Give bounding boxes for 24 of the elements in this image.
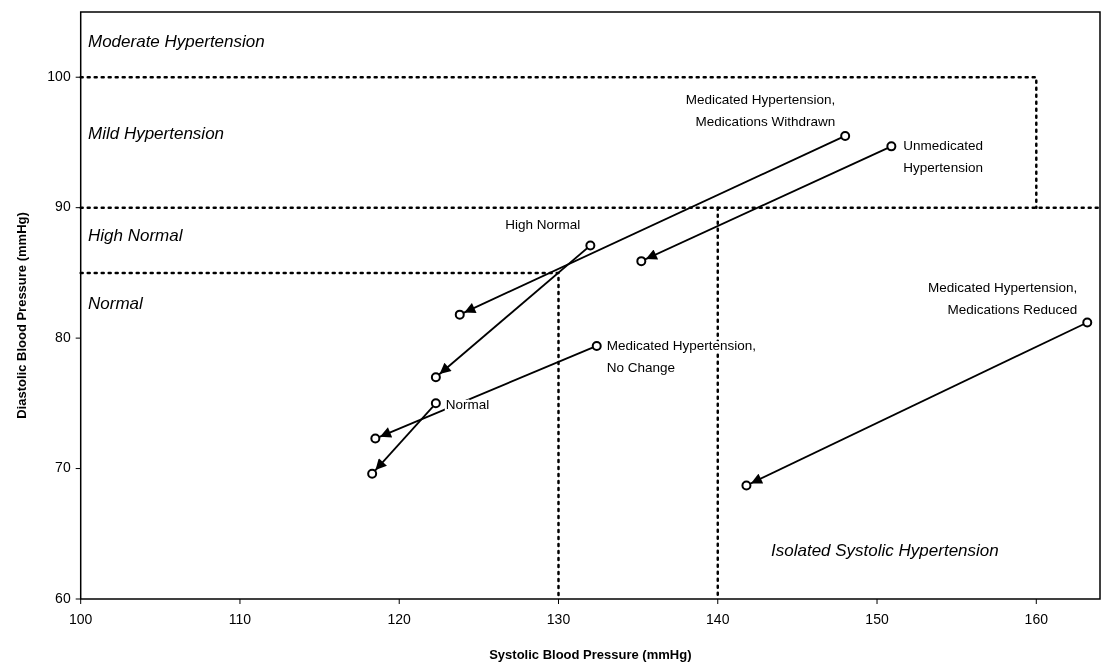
x-tick-label: 150 xyxy=(865,611,889,627)
annotation: Mild Hypertension xyxy=(88,124,225,144)
x-tick-label: 160 xyxy=(1024,611,1049,627)
annotation: Normal xyxy=(88,294,145,314)
series-label: Unmedicated Hypertension xyxy=(903,137,983,175)
series-label: High Normal xyxy=(505,217,581,233)
y-tick-label: 100 xyxy=(47,67,71,84)
x-tick-label: 110 xyxy=(228,611,252,627)
x-tick-label: 140 xyxy=(706,611,730,627)
x-tick-label: 130 xyxy=(546,611,571,627)
series-label: Medicated Hypertension, No Change xyxy=(606,337,757,375)
x-tick-label: 100 xyxy=(69,611,93,627)
annotation: High Normal xyxy=(88,226,184,246)
annotation: Moderate Hypertension xyxy=(88,32,265,52)
y-tick-label: 90 xyxy=(55,198,71,215)
series-label: Medicated Hypertension, Medications Reduced xyxy=(927,280,1078,318)
x-tick-label: 120 xyxy=(387,611,412,627)
series-label: Medicated Hypertension, Medications Withdrawn xyxy=(685,91,836,129)
y-axis-title: Diastolic Blood Pressure (mmHg) xyxy=(14,212,29,419)
y-tick-label: 60 xyxy=(55,589,71,606)
annotation: Isolated Systolic Hypertension xyxy=(771,541,999,561)
y-tick-label: 70 xyxy=(55,459,71,476)
x-axis-title: Systolic Blood Pressure (mmHg) xyxy=(489,647,692,662)
y-tick-label: 80 xyxy=(55,328,71,345)
